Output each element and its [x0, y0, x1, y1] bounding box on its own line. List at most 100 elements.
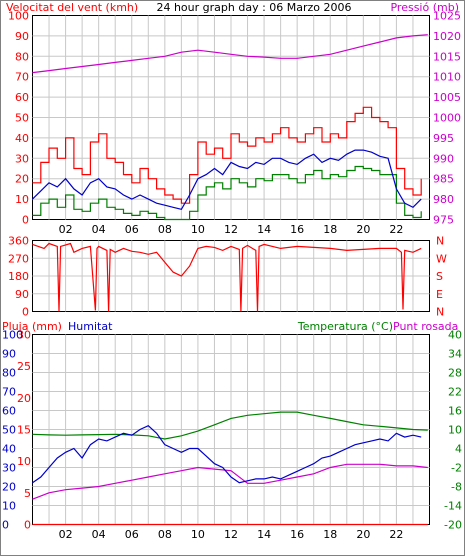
- humidity-hour-axis: 02 04 06 08 10 12 14 16 18 20 22: [59, 528, 404, 541]
- wind-direction-degrees-axis: 0 90 180 270 360: [8, 235, 29, 319]
- x-tick-label: 18: [323, 528, 337, 541]
- x-tick-label: 08: [158, 223, 172, 236]
- x-tick-label: 16: [290, 528, 304, 541]
- pressure-axis: 975 980 985 990 995 1000 1005 1010 1015 1020 1025: [433, 10, 461, 227]
- humidity-axis: 0 10 20 30 40 50 60 70 80 90 100: [2, 329, 23, 532]
- x-tick-label: 14: [257, 223, 271, 236]
- wind-speed-tick-label: 40: [15, 132, 29, 145]
- humidity-tick-label: 60: [2, 405, 16, 418]
- x-tick-label: 12: [224, 528, 238, 541]
- rain-tick-label: 25: [17, 360, 31, 373]
- wind-speed-tick-label: 30: [15, 152, 29, 165]
- humidity-tick-label: 90: [2, 348, 16, 361]
- pressure-tick-label: 1000: [433, 112, 461, 125]
- dew-point-label: Punt rosada: [393, 320, 458, 333]
- wind-speed-tick-label: 70: [15, 71, 29, 84]
- wind-speed-tick-label: 90: [15, 30, 29, 43]
- temperature-tick-label: 22: [448, 386, 462, 399]
- wind-average-line: [32, 149, 422, 210]
- direction-degrees-tick-label: 270: [8, 252, 29, 265]
- pressure-label: Pressió (mb): [390, 1, 459, 14]
- humidity-temperature-grid: [32, 334, 430, 525]
- temperature-tick-label: 16: [448, 405, 462, 418]
- x-tick-label: 04: [92, 528, 106, 541]
- rain-tick-label: 5: [24, 487, 31, 500]
- pressure-tick-label: 980: [433, 193, 454, 206]
- humidity-tick-label: 30: [2, 462, 16, 475]
- temperature-tick-label: 10: [448, 424, 462, 437]
- temperature-tick-label: 34: [448, 348, 462, 361]
- temperature-line: [32, 411, 428, 440]
- x-tick-label: 06: [125, 528, 139, 541]
- pressure-line: [32, 34, 428, 74]
- x-tick-label: 20: [356, 528, 370, 541]
- wind-direction-grid: [32, 240, 430, 312]
- temperature-tick-label: -8: [451, 481, 462, 494]
- x-tick-label: 22: [389, 528, 403, 541]
- wind-speed-tick-label: 60: [15, 91, 29, 104]
- pressure-tick-label: 975: [433, 214, 454, 227]
- wind-hour-axis: 02 04 06 08 10 12 14 16 18 20 22: [59, 223, 404, 236]
- rain-axis: 0 5 10 15 20 25 30: [17, 329, 31, 532]
- x-tick-label: 08: [158, 528, 172, 541]
- temperature-tick-label: 40: [448, 329, 462, 342]
- pressure-tick-label: 1020: [433, 30, 461, 43]
- humidity-tick-label: 50: [2, 424, 16, 437]
- compass-tick-label: N: [436, 235, 444, 248]
- temperature-tick-label: -20: [444, 519, 462, 532]
- rain-tick-label: 10: [17, 455, 31, 468]
- x-tick-label: 16: [290, 223, 304, 236]
- x-tick-label: 10: [191, 528, 205, 541]
- temperature-tick-label: -14: [444, 500, 462, 513]
- wind-speed-tick-label: 10: [15, 193, 29, 206]
- humidity-tick-label: 70: [2, 386, 16, 399]
- rain-tick-label: 20: [17, 392, 31, 405]
- humidity-tick-label: 40: [2, 443, 16, 456]
- wind-direction-series: [32, 242, 422, 312]
- x-tick-label: 02: [59, 528, 73, 541]
- compass-tick-label: N: [436, 306, 444, 319]
- pressure-tick-label: 1005: [433, 91, 461, 104]
- pressure-tick-label: 1010: [433, 71, 461, 84]
- rain-label: Pluja (mm): [2, 320, 62, 333]
- wind-direction-line: [32, 242, 422, 312]
- humidity-tick-label: 100: [2, 329, 23, 342]
- compass-tick-label: E: [436, 288, 443, 301]
- compass-tick-label: S: [436, 270, 443, 283]
- x-tick-label: 14: [257, 528, 271, 541]
- temperature-axis: -20 -14 -8 -2 4 10 16 22 28 34 40: [444, 329, 462, 532]
- humidity-tick-label: 10: [2, 500, 16, 513]
- direction-degrees-tick-label: 0: [22, 306, 29, 319]
- x-tick-label: 02: [59, 223, 73, 236]
- wind-minimum-line: [32, 165, 422, 221]
- rain-tick-label: 30: [17, 329, 31, 342]
- x-tick-label: 20: [356, 223, 370, 236]
- wind-speed-tick-label: 0: [22, 214, 29, 227]
- wind-speed-tick-label: 100: [8, 10, 29, 23]
- humidity-temperature-series: [32, 411, 428, 526]
- humidity-label: Humitat: [68, 320, 113, 333]
- wind-speed-tick-label: 50: [15, 112, 29, 125]
- wind-speed-tick-label: 80: [15, 50, 29, 63]
- compass-tick-label: W: [436, 252, 447, 265]
- x-tick-label: 12: [224, 223, 238, 236]
- wind-gust-line: [32, 106, 422, 204]
- wind-pressure-series: [32, 34, 428, 221]
- temperature-tick-label: -2: [451, 462, 462, 475]
- x-tick-label: 18: [323, 223, 337, 236]
- x-tick-label: 04: [92, 223, 106, 236]
- humidity-tick-label: 80: [2, 367, 16, 380]
- x-tick-label: 22: [389, 223, 403, 236]
- humidity-tick-label: 0: [2, 519, 9, 532]
- pressure-tick-label: 990: [433, 152, 454, 165]
- temperature-label: Temperatura (°C): [297, 320, 393, 333]
- dew-point-line: [32, 463, 428, 500]
- x-tick-label: 06: [125, 223, 139, 236]
- wind-speed-label: Velocitat del vent (kmh): [6, 1, 138, 14]
- pressure-tick-label: 1015: [433, 50, 461, 63]
- rain-tick-label: 15: [17, 424, 31, 437]
- pressure-tick-label: 995: [433, 132, 454, 145]
- wind-speed-axis: 0 10 20 30 40 50 60 70 80 90 100: [8, 10, 29, 227]
